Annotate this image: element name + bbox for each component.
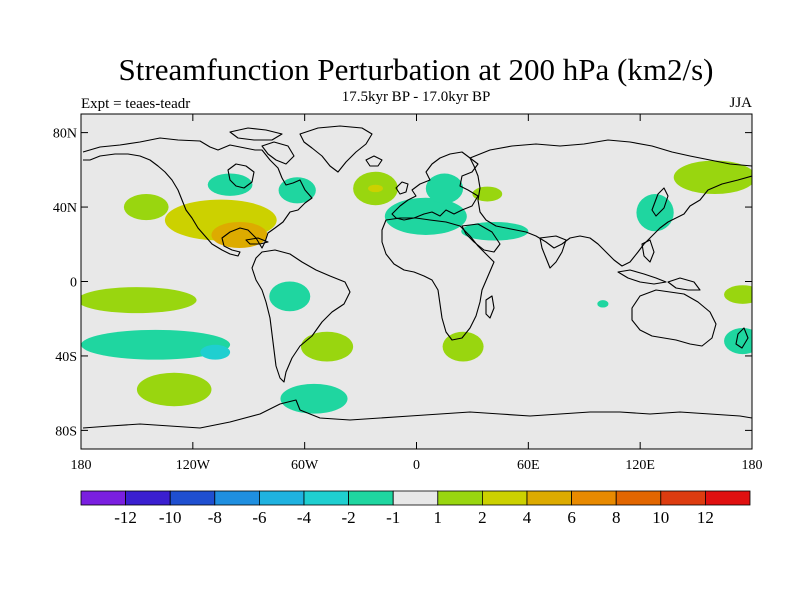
anomaly-south-america-negative	[269, 281, 311, 312]
coastline-baffin	[261, 141, 295, 165]
colorbar-swatch	[660, 490, 706, 506]
lon-tick-label: 60E	[517, 458, 540, 473]
colorbar-swatch	[615, 490, 662, 506]
colorbar-swatch	[705, 490, 751, 506]
anomaly-indian-ocean-negative	[597, 300, 609, 308]
anomaly-east-asia-negative	[636, 194, 674, 232]
anomaly-north-atlantic-positive-core	[368, 184, 383, 193]
coastline-antarctica	[82, 399, 752, 429]
coastline-british-isles	[395, 181, 409, 195]
axis-ticks: 80N 40N 0 40S 80S 180 120W 60W 0 60E 120E 180	[53, 114, 763, 473]
colorbar-label: 2	[478, 508, 487, 527]
colorbar-swatch	[214, 490, 260, 506]
anomaly-mexico-positive-core	[211, 221, 268, 249]
colorbar-swatch	[258, 490, 305, 506]
anomaly-labrador-negative	[278, 177, 316, 204]
anomaly-europe-negative	[384, 197, 467, 235]
coastline-arctic-islands	[229, 127, 283, 141]
colorbar-label: 12	[697, 508, 714, 527]
colorbar-swatch	[125, 490, 171, 506]
coastline-asia	[469, 139, 752, 267]
colorbar-label: -10	[159, 508, 182, 527]
colorbar: -12 -10 -8 -6 -4 -2 -1 1 2 4 6 8 10 12	[80, 490, 751, 527]
colorbar-swatch	[526, 490, 572, 506]
lat-tick-label: 0	[70, 276, 77, 291]
coastline-europe	[391, 151, 479, 221]
anomaly-drake-passage-negative	[280, 383, 348, 414]
lon-tick-label: 120E	[625, 458, 655, 473]
colorbar-label: 6	[567, 508, 576, 527]
anomaly-western-pacific-positive	[724, 285, 752, 304]
lat-tick-label: 80S	[55, 424, 77, 439]
coastline-madagascar	[485, 295, 495, 319]
lat-tick-label: 40N	[53, 201, 77, 216]
coastline-australia	[631, 289, 717, 347]
colorbar-swatch	[169, 490, 216, 506]
colorbar-label: 4	[523, 508, 532, 527]
coastline-philippines	[641, 239, 655, 263]
colorbar-label: -4	[297, 508, 312, 527]
colorbar-swatch	[437, 490, 483, 506]
anomaly-central-asia-positive	[472, 186, 503, 202]
colorbar-label: -6	[252, 508, 266, 527]
anomaly-middle-east-negative	[461, 221, 529, 241]
colorbar-swatch	[348, 490, 394, 506]
colorbar-label: -1	[386, 508, 400, 527]
colorbar-swatch	[392, 490, 439, 506]
coastline-japan	[651, 187, 669, 217]
colorbar-swatch	[303, 490, 349, 506]
coastline-iceland	[365, 155, 383, 167]
anomaly-southern-africa-positive	[442, 331, 484, 362]
lon-tick-label: 180	[71, 458, 92, 473]
coastline-arabia	[461, 223, 501, 253]
coastlines	[82, 125, 752, 429]
colorbar-swatch	[571, 490, 617, 506]
colorbar-swatch	[80, 490, 126, 506]
season-label: JJA	[729, 95, 752, 111]
colorbar-label: 1	[434, 508, 443, 527]
colorbar-label: 8	[612, 508, 621, 527]
coastline-north-america	[82, 137, 313, 257]
coastline-new-guinea	[667, 277, 701, 291]
lat-tick-label: 80N	[53, 127, 77, 142]
lon-tick-label: 60W	[291, 458, 319, 473]
colorbar-label: -12	[114, 508, 137, 527]
colorbar-swatch	[481, 490, 528, 506]
anomaly-layer	[81, 160, 752, 414]
lat-tick-label: 40S	[55, 350, 77, 365]
anomaly-southern-ocean-positive	[136, 372, 212, 407]
coastline-indonesia	[617, 269, 667, 285]
coastline-cuba	[245, 237, 269, 245]
anomaly-south-atlantic-positive	[300, 331, 354, 362]
period-subtitle: 17.5kyr BP - 17.0kyr BP	[341, 89, 491, 105]
coastline-india	[539, 235, 567, 269]
lon-tick-label: 0	[413, 458, 420, 473]
coastline-new-zealand	[735, 327, 749, 349]
coastline-greenland	[299, 125, 373, 173]
anomaly-south-pacific-negative	[81, 329, 231, 360]
coastline-hudson-bay	[227, 163, 255, 189]
anomaly-tropical-pacific-positive	[81, 287, 197, 314]
anomaly-north-pacific-positive	[123, 194, 169, 221]
lon-tick-label: 120W	[176, 458, 211, 473]
colorbar-label: -2	[342, 508, 356, 527]
colorbar-label: 10	[652, 508, 669, 527]
page-title: Streamfunction Perturbation at 200 hPa (…	[118, 52, 714, 87]
anomaly-tasman-negative	[724, 328, 752, 355]
anomaly-canada-negative	[207, 173, 253, 196]
anomaly-south-pacific-negative-core	[200, 344, 231, 360]
anomaly-northeast-asia-positive	[673, 160, 752, 195]
colorbar-label: -8	[208, 508, 222, 527]
coastline-africa	[381, 217, 495, 341]
lon-tick-label: 180	[742, 458, 763, 473]
anomaly-scandinavia-negative	[425, 173, 464, 204]
coastline-south-america	[251, 249, 351, 383]
experiment-label: Expt = teaes-teadr	[81, 96, 191, 112]
